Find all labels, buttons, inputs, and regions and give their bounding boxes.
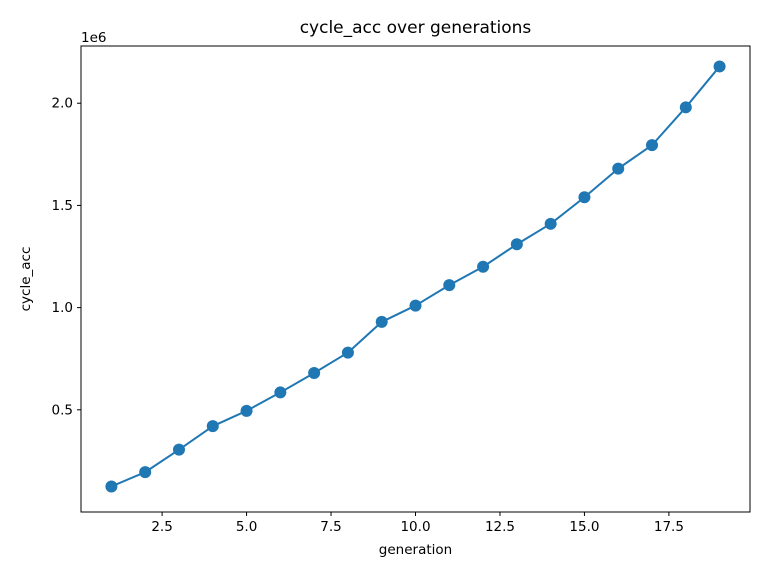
data-point-gen-14 [544, 217, 557, 230]
axes-spines [80, 45, 751, 513]
data-point-gen-1 [105, 480, 118, 493]
data-point-gen-16 [612, 162, 625, 175]
data-point-gen-3 [172, 443, 185, 456]
data-point-gen-4 [206, 420, 219, 433]
series-line [110, 65, 721, 488]
data-point-gen-8 [341, 346, 354, 359]
data-point-gen-17 [646, 139, 659, 152]
data-point-gen-6 [274, 386, 287, 399]
y-tick-label: 1.0 [52, 300, 73, 316]
data-point-gen-19 [713, 60, 726, 73]
data-point-gen-12 [477, 260, 490, 273]
x-tick-label: 12.5 [485, 519, 515, 535]
y-axis-label: cycle_acc [18, 247, 34, 312]
y-tick-label: 2.0 [52, 96, 73, 112]
x-tick-label: 5.0 [236, 519, 257, 535]
data-point-gen-11 [443, 279, 456, 292]
data-point-gen-9 [375, 315, 388, 328]
data-point-gen-2 [139, 466, 152, 479]
chart-title: cycle_acc over generations [300, 18, 532, 38]
plot-area: 2.5 5.0 7.5 10.0 12.5 15.0 17.5 0.5 1.0 1.5 2.0 [52, 45, 751, 535]
data-point-gen-5 [240, 404, 253, 417]
y-axis-offset-label: 1e6 [81, 30, 106, 46]
x-tick-label: 2.5 [151, 519, 172, 535]
x-tick-label: 10.0 [400, 519, 430, 535]
data-point-gen-18 [679, 101, 692, 114]
x-tick-label: 15.0 [569, 519, 599, 535]
data-point-gen-7 [308, 367, 321, 380]
x-tick-label: 7.5 [320, 519, 341, 535]
data-point-gen-15 [578, 191, 591, 204]
y-tick-label: 1.5 [52, 198, 73, 214]
data-point-gen-10 [409, 299, 422, 312]
x-axis-label: generation [379, 542, 452, 558]
data-point-gen-13 [510, 238, 523, 251]
x-tick-label: 17.5 [654, 519, 684, 535]
y-tick-label: 0.5 [52, 402, 73, 418]
